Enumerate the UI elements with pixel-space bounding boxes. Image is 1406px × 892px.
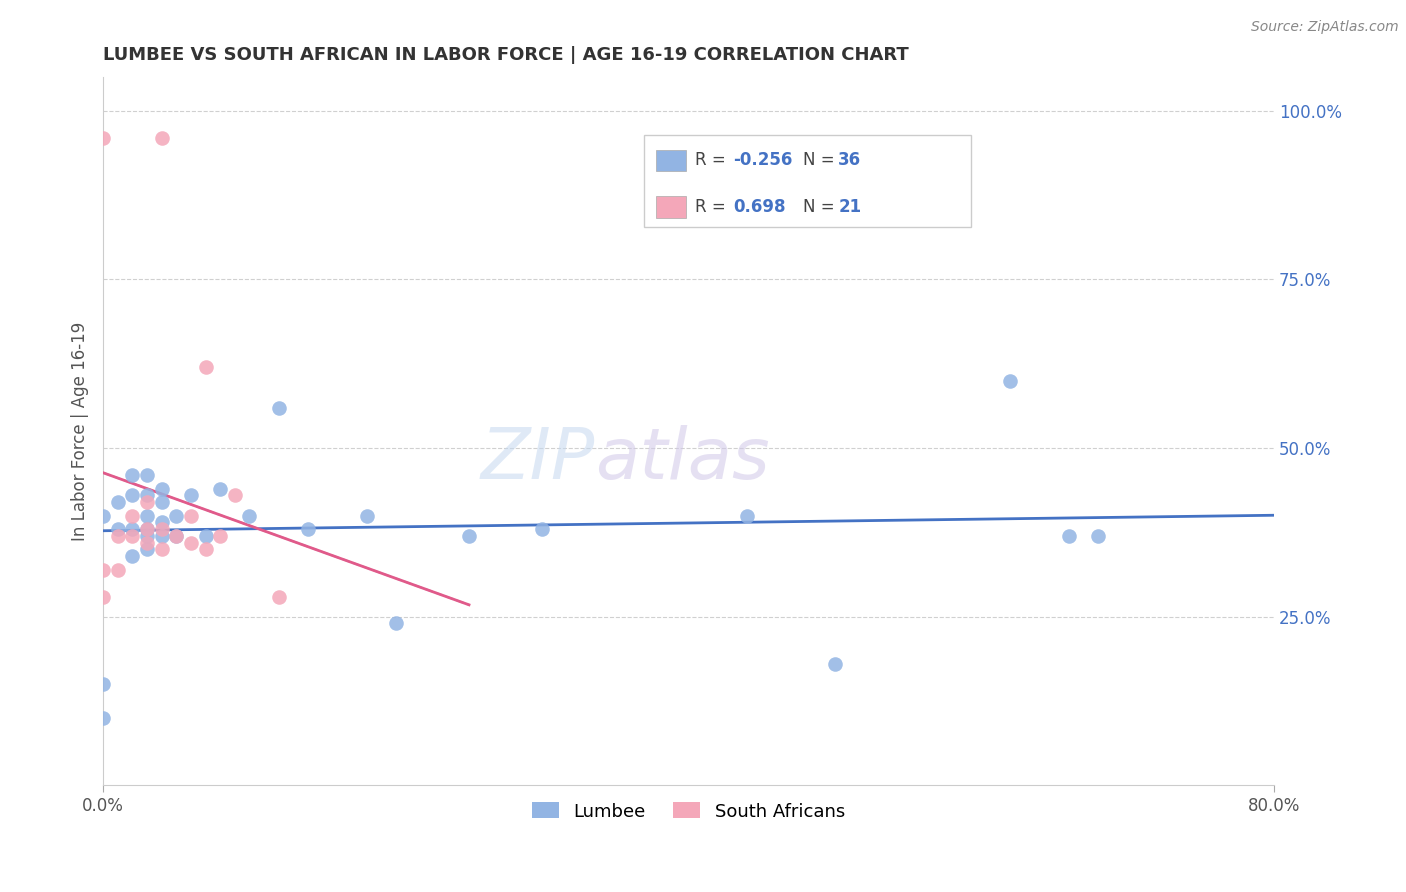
Point	[136, 495, 159, 509]
Point	[136, 488, 159, 502]
Point	[458, 529, 481, 543]
Point	[91, 711, 114, 725]
Point	[91, 130, 114, 145]
Point	[180, 488, 202, 502]
Point	[165, 529, 187, 543]
Point	[1000, 374, 1022, 388]
Text: R =: R =	[695, 198, 731, 216]
Point	[136, 529, 159, 543]
Point	[136, 508, 159, 523]
Point	[297, 522, 319, 536]
Point	[136, 522, 159, 536]
Point	[150, 542, 173, 557]
Text: R =: R =	[695, 152, 731, 169]
Point	[91, 508, 114, 523]
Text: atlas: atlas	[595, 425, 769, 494]
Legend: Lumbee, South Africans: Lumbee, South Africans	[523, 793, 853, 830]
Point	[165, 508, 187, 523]
Point	[356, 508, 378, 523]
Point	[121, 522, 143, 536]
Point	[121, 549, 143, 563]
Point	[107, 529, 129, 543]
Point	[91, 677, 114, 691]
Point	[136, 522, 159, 536]
Point	[194, 542, 217, 557]
Point	[91, 590, 114, 604]
Text: ZIP: ZIP	[481, 425, 595, 494]
Point	[267, 590, 290, 604]
Point	[165, 529, 187, 543]
Point	[150, 495, 173, 509]
Point	[194, 529, 217, 543]
Point	[385, 616, 408, 631]
Point	[121, 529, 143, 543]
Point	[1087, 529, 1109, 543]
Point	[136, 468, 159, 483]
Point	[107, 562, 129, 576]
Point	[107, 495, 129, 509]
Point	[136, 535, 159, 549]
Text: N =: N =	[803, 198, 839, 216]
Text: 36: 36	[838, 152, 862, 169]
Point	[180, 535, 202, 549]
Point	[150, 522, 173, 536]
Text: N =: N =	[803, 152, 839, 169]
Point	[180, 508, 202, 523]
Point	[121, 488, 143, 502]
Text: 21: 21	[838, 198, 862, 216]
Point	[824, 657, 846, 671]
Point	[91, 562, 114, 576]
Point	[267, 401, 290, 415]
Point	[150, 516, 173, 530]
Point	[735, 508, 758, 523]
Point	[121, 508, 143, 523]
Text: Source: ZipAtlas.com: Source: ZipAtlas.com	[1251, 20, 1399, 34]
Point	[150, 130, 173, 145]
Point	[209, 482, 232, 496]
Point	[136, 542, 159, 557]
Text: 0.698: 0.698	[733, 198, 786, 216]
Text: -0.256: -0.256	[733, 152, 792, 169]
Text: LUMBEE VS SOUTH AFRICAN IN LABOR FORCE | AGE 16-19 CORRELATION CHART: LUMBEE VS SOUTH AFRICAN IN LABOR FORCE |…	[103, 46, 908, 64]
Point	[224, 488, 246, 502]
Point	[194, 360, 217, 375]
Point	[107, 522, 129, 536]
Point	[238, 508, 260, 523]
Y-axis label: In Labor Force | Age 16-19: In Labor Force | Age 16-19	[72, 321, 89, 541]
Point	[121, 468, 143, 483]
Point	[1057, 529, 1080, 543]
Point	[150, 482, 173, 496]
Point	[531, 522, 554, 536]
Point	[209, 529, 232, 543]
Point	[150, 529, 173, 543]
